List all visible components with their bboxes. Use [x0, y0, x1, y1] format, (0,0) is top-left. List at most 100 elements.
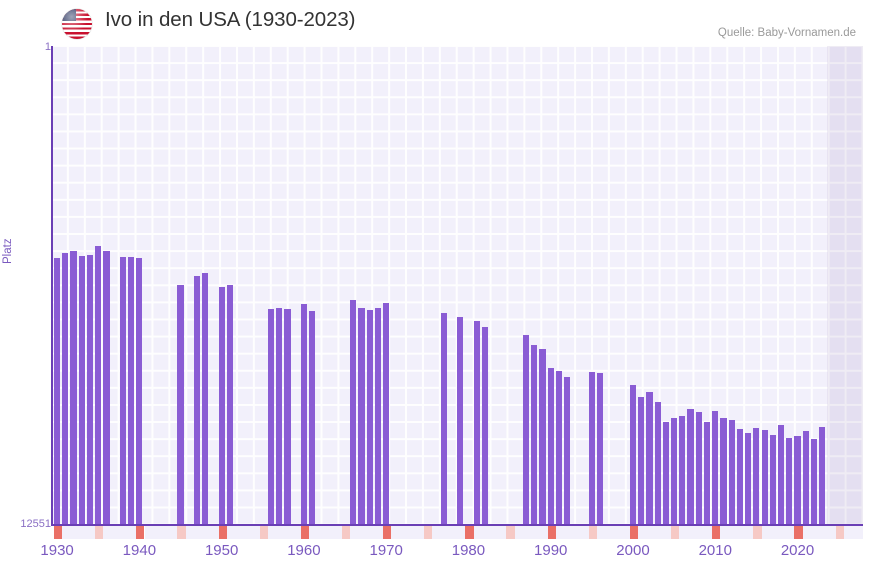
x-tick-label-2000: 2000 — [616, 542, 650, 559]
tick-cell-off — [210, 526, 219, 539]
bar-2010[interactable] — [712, 411, 719, 525]
tick-cell-major-1960 — [300, 526, 310, 539]
bar-1951[interactable] — [226, 285, 233, 525]
bar-1958[interactable] — [284, 309, 291, 525]
bar-2007[interactable] — [687, 409, 694, 525]
bar-2017[interactable] — [769, 434, 776, 525]
tick-cell-off — [62, 526, 71, 539]
bar-2011[interactable] — [720, 418, 727, 525]
bar-1968[interactable] — [366, 309, 373, 525]
tick-cell-off — [621, 526, 630, 539]
bar-1979[interactable] — [457, 316, 464, 525]
bar-1934[interactable] — [86, 255, 94, 525]
tick-cell-off — [457, 526, 466, 539]
bar-2023[interactable] — [819, 426, 826, 525]
x-tick-label-1980: 1980 — [451, 542, 486, 559]
bar-2003[interactable] — [654, 402, 661, 525]
tick-cell-off — [654, 526, 663, 539]
tick-cell-off — [613, 526, 622, 539]
x-tick-label-1970: 1970 — [369, 542, 403, 559]
bar-2002[interactable] — [646, 392, 653, 525]
bar-1961[interactable] — [309, 311, 316, 525]
bar-2020[interactable] — [794, 436, 801, 525]
tick-cell-off — [473, 526, 482, 539]
bar-1977[interactable] — [440, 312, 447, 525]
bar-1948[interactable] — [202, 273, 209, 525]
tick-cell-off — [152, 526, 161, 539]
bar-1970[interactable] — [383, 303, 390, 525]
bar-2008[interactable] — [695, 412, 702, 525]
tick-cell-major-1950 — [218, 526, 227, 539]
bar-1996[interactable] — [596, 373, 604, 525]
bar-1966[interactable] — [350, 300, 357, 525]
y-axis-title: Platz — [2, 238, 14, 264]
bar-1960[interactable] — [300, 304, 307, 525]
tick-cell-off — [193, 526, 203, 539]
tick-cell-off — [596, 526, 606, 539]
bar-1931[interactable] — [62, 253, 69, 525]
bar-2019[interactable] — [786, 438, 793, 525]
bar-2021[interactable] — [802, 431, 809, 525]
bar-1940[interactable] — [136, 257, 143, 525]
bar-1982[interactable] — [481, 326, 488, 525]
tick-cell-off — [226, 526, 235, 539]
bar-2013[interactable] — [736, 429, 744, 525]
tick-cell-off — [243, 526, 252, 539]
bar-1935[interactable] — [95, 246, 102, 525]
bar-1990[interactable] — [547, 367, 554, 525]
bar-1932[interactable] — [70, 250, 77, 525]
bar-2005[interactable] — [671, 418, 678, 525]
tick-cell-off — [695, 526, 704, 539]
tick-cell-off — [333, 526, 342, 539]
bar-1989[interactable] — [539, 349, 546, 525]
tick-cell-off — [736, 526, 746, 539]
bar-2004[interactable] — [662, 421, 669, 525]
bar-1995[interactable] — [588, 372, 595, 525]
tick-cell-off — [119, 526, 129, 539]
x-tick-label-1940: 1940 — [122, 542, 157, 559]
tick-cell-half-1995 — [588, 526, 597, 539]
bar-1987[interactable] — [522, 334, 530, 525]
bar-1957[interactable] — [276, 308, 283, 525]
bar-2022[interactable] — [810, 439, 818, 525]
bar-1956[interactable] — [267, 308, 275, 525]
bar-1969[interactable] — [374, 308, 382, 525]
bar-2009[interactable] — [703, 421, 711, 525]
bar-1936[interactable] — [103, 250, 110, 525]
tick-cell-major-1970 — [383, 526, 392, 539]
tick-cell-major-1930 — [54, 526, 63, 539]
bar-2006[interactable] — [679, 416, 686, 525]
bar-1945[interactable] — [177, 285, 184, 525]
tick-cell-off — [407, 526, 416, 539]
tick-cell-off — [827, 526, 836, 539]
bar-1988[interactable] — [531, 344, 538, 525]
x-tick-label-1960: 1960 — [287, 542, 321, 559]
bar-1981[interactable] — [473, 321, 480, 525]
tick-cell-off — [802, 526, 811, 539]
tick-cell-off — [539, 526, 548, 539]
bar-1938[interactable] — [119, 256, 126, 525]
bar-1930[interactable] — [54, 258, 61, 525]
bar-2001[interactable] — [638, 397, 645, 525]
tick-cell-off — [169, 526, 178, 539]
bar-1939[interactable] — [128, 256, 135, 525]
tick-cell-off — [481, 526, 491, 539]
bar-1950[interactable] — [218, 287, 225, 525]
bar-2012[interactable] — [728, 419, 735, 525]
tick-cell-off — [78, 526, 87, 539]
tick-cell-off — [662, 526, 671, 539]
bar-2015[interactable] — [753, 428, 760, 525]
bar-2000[interactable] — [629, 385, 637, 525]
tick-cell-off — [646, 526, 655, 539]
bar-2014[interactable] — [745, 433, 752, 525]
tick-cell-off — [399, 526, 408, 539]
tick-cell-off — [703, 526, 713, 539]
source-attribution: Quelle: Baby-Vornamen.de — [717, 27, 856, 39]
bar-2016[interactable] — [761, 430, 768, 525]
bar-1991[interactable] — [555, 370, 563, 525]
bar-1992[interactable] — [564, 376, 571, 525]
bar-1933[interactable] — [78, 255, 85, 525]
bar-1947[interactable] — [193, 276, 201, 525]
bar-2018[interactable] — [777, 424, 785, 525]
bar-1967[interactable] — [358, 307, 365, 525]
